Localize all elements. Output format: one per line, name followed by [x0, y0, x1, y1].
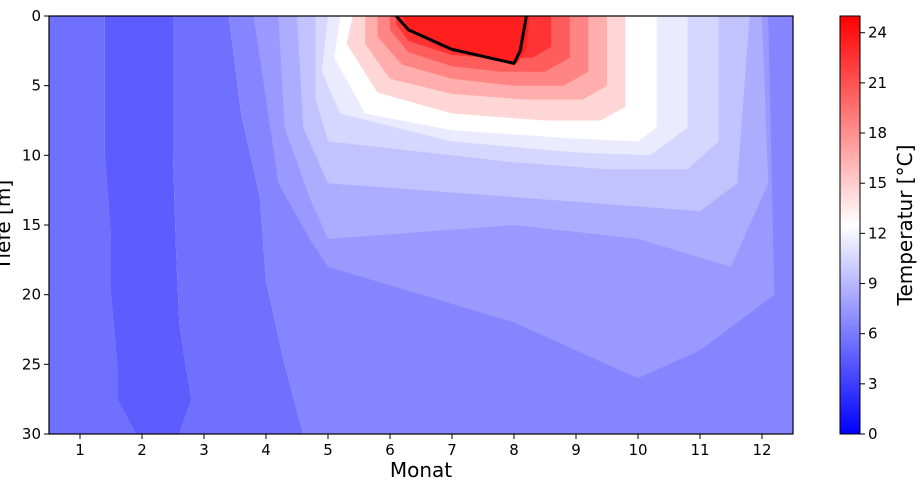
x-axis-ticks: 1 2 3 4 5 6 7 8 9 10 11 12 — [75, 434, 772, 459]
colorbar-ticks: 0 3 6 9 12 15 18 21 24 — [860, 24, 887, 443]
y-tick-label: 5 — [31, 77, 41, 95]
y-tick-label: 10 — [22, 146, 41, 164]
x-tick-label: 4 — [261, 441, 271, 459]
colorbar-tick-label: 6 — [868, 325, 878, 343]
contour-band — [402, 16, 530, 64]
y-axis-ticks: 0 5 10 15 20 25 30 — [22, 7, 49, 443]
x-tick-label: 10 — [628, 441, 647, 459]
temperature-bands — [49, 16, 793, 434]
x-tick-label: 2 — [137, 441, 147, 459]
x-tick-label: 8 — [509, 441, 519, 459]
x-tick-label: 9 — [571, 441, 581, 459]
y-tick-label: 15 — [22, 216, 41, 234]
y-tick-label: 30 — [22, 425, 41, 443]
x-tick-label: 7 — [447, 441, 457, 459]
x-tick-label: 1 — [75, 441, 85, 459]
colorbar-tick-label: 0 — [868, 425, 878, 443]
contour-line-24 — [395, 16, 528, 65]
contour-band — [104, 16, 192, 434]
y-tick-label: 20 — [22, 286, 41, 304]
colorbar-tick-label: 21 — [868, 74, 887, 92]
colorbar-title: Temperatur [°C] — [893, 145, 917, 307]
x-tick-label: 5 — [323, 441, 333, 459]
colorbar-tick-label: 18 — [868, 124, 887, 142]
contour-band — [49, 16, 136, 434]
colorbar: 0 3 6 9 12 15 18 21 24 Temperatur [°C] — [839, 15, 917, 443]
colorbar-tick-label: 12 — [868, 224, 887, 242]
y-axis-title: Tiefe [m] — [0, 180, 15, 271]
colorbar-tick-label: 3 — [868, 375, 878, 393]
x-axis-title: Monat — [390, 458, 452, 482]
colorbar-tick-label: 15 — [868, 174, 887, 192]
colorbar-tick-label: 9 — [868, 275, 878, 293]
x-tick-label: 11 — [690, 441, 709, 459]
colorbar-gradient — [839, 15, 861, 435]
colorbar-tick-label: 24 — [868, 24, 887, 42]
contour-band — [173, 16, 304, 434]
x-tick-label: 6 — [385, 441, 395, 459]
y-tick-label: 0 — [31, 7, 41, 25]
y-tick-label: 25 — [22, 355, 41, 373]
x-tick-label: 12 — [752, 441, 771, 459]
x-tick-label: 3 — [199, 441, 209, 459]
plot-area — [49, 16, 793, 434]
